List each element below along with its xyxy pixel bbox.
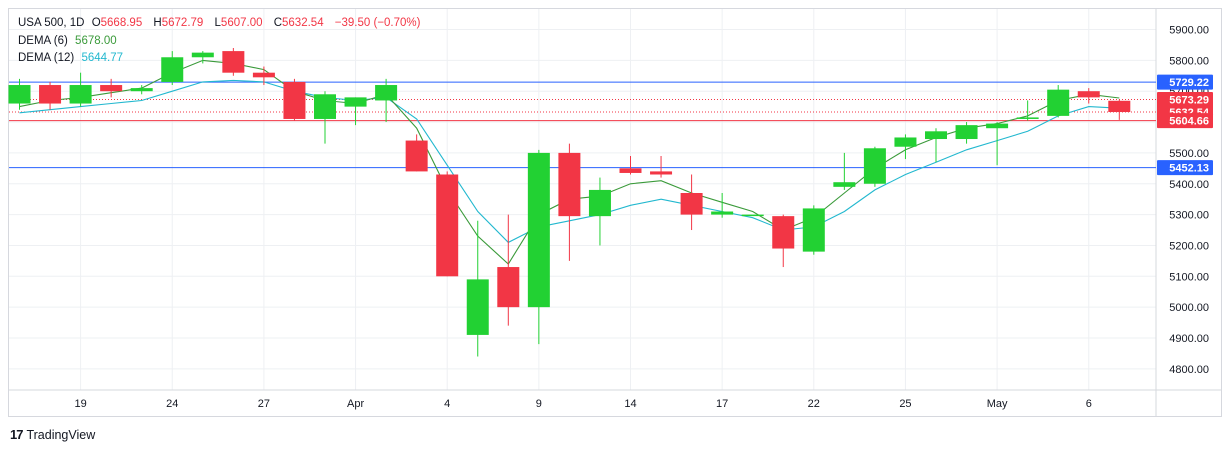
dema12-label: DEMA (12) — [18, 52, 75, 64]
change-value: −39.50 (−0.70%) — [334, 17, 421, 29]
dema6-label: DEMA (6) — [18, 35, 68, 47]
price-tick: 5300.00 — [1169, 210, 1209, 222]
date-tick: 9 — [536, 398, 542, 410]
price-tag-label: 5673.29 — [1169, 94, 1209, 106]
date-tick: Apr — [347, 398, 364, 410]
candle-body — [8, 85, 31, 104]
candle-body — [925, 131, 947, 140]
price-tick: 5100.00 — [1169, 271, 1209, 283]
price-tick: 5500.00 — [1169, 148, 1209, 160]
price-tag — [1157, 91, 1213, 107]
dema12-legend[interactable]: DEMA (12) 5644.77 — [18, 52, 127, 64]
price-tag — [1157, 160, 1213, 176]
price-tick: 4800.00 — [1169, 364, 1209, 376]
candle-body — [741, 214, 764, 217]
price-tick: 5400.00 — [1169, 179, 1209, 191]
date-tick: 19 — [74, 398, 86, 410]
candle-body — [100, 85, 123, 92]
dema12-value: 5644.77 — [81, 52, 124, 64]
grid — [9, 9, 1156, 390]
date-tick: May — [987, 398, 1008, 410]
brand-name: TradingView — [26, 427, 96, 442]
candle-body — [69, 85, 92, 104]
symbol-label: USA 500, 1D — [18, 17, 85, 29]
date-tick: 14 — [624, 398, 636, 410]
candle-body — [772, 216, 795, 249]
dema6-value: 5678.00 — [75, 35, 117, 47]
price-axis[interactable]: 4800.00 4900.00 5000.00 5100.00 5200.00 5300.… — [1157, 25, 1213, 376]
price-tag-label: 5729.22 — [1169, 77, 1209, 89]
candle-body — [680, 193, 703, 215]
tradingview-logo-icon: 17 — [10, 427, 24, 442]
ohlc-legend: USA 500, 1D O5668.95 H5672.79 L5607.00 C… — [18, 17, 424, 29]
high-label: H — [153, 17, 162, 29]
close-label: C — [273, 17, 283, 29]
price-tick: 4900.00 — [1169, 333, 1209, 345]
candle-body — [863, 148, 886, 184]
high-value: 5672.79 — [161, 17, 204, 29]
chart-frame — [8, 8, 1222, 417]
candles[interactable] — [8, 48, 1131, 357]
candle-body — [955, 125, 978, 140]
horizontal-lines — [9, 81, 1156, 169]
candle-body — [1016, 117, 1039, 119]
candle-body — [283, 81, 306, 119]
date-tick: 4 — [444, 398, 450, 410]
axis-dividers — [9, 9, 1221, 416]
candle-body — [191, 52, 214, 58]
candle-body — [314, 94, 336, 119]
price-tag-label: 5604.66 — [1169, 116, 1209, 128]
candle-body — [39, 85, 62, 104]
candle-body — [344, 97, 367, 107]
price-tag-label: 5452.13 — [1169, 163, 1209, 175]
candle-body — [1108, 100, 1131, 113]
candle-body — [619, 168, 642, 173]
candle-body — [222, 51, 245, 73]
price-tick: 5000.00 — [1169, 302, 1209, 314]
close-value: 5632.54 — [282, 17, 324, 29]
candle-body — [252, 72, 275, 78]
candle-body — [802, 208, 825, 252]
price-tag — [1157, 74, 1213, 90]
candle-body — [1047, 89, 1070, 116]
candle-body — [711, 211, 734, 215]
candle-body — [375, 85, 398, 101]
tradingview-brand[interactable]: 17 TradingView — [10, 427, 95, 442]
open-value: 5668.95 — [100, 17, 143, 29]
candle-body — [986, 123, 1009, 129]
price-tick: 5800.00 — [1169, 55, 1209, 67]
price-tick: 5900.00 — [1169, 25, 1209, 37]
candle-body — [650, 171, 673, 175]
low-label: L — [214, 17, 221, 29]
candle-body — [130, 88, 153, 92]
date-tick: 24 — [166, 398, 178, 410]
price-tag — [1157, 113, 1213, 129]
date-tick: 22 — [808, 398, 820, 410]
price-tick: 5200.00 — [1169, 240, 1209, 252]
date-tick: 27 — [258, 398, 270, 410]
low-value: 5607.00 — [220, 17, 263, 29]
candle-body — [894, 137, 917, 147]
time-axis[interactable]: 19 24 27 Apr 4 9 14 17 22 25 May 6 — [74, 398, 1091, 410]
date-tick: 6 — [1086, 398, 1092, 410]
candle-body — [527, 152, 550, 308]
dema6-legend[interactable]: DEMA (6) 5678.00 — [18, 35, 121, 47]
candle-body — [466, 279, 489, 335]
candle-body — [405, 140, 428, 172]
candle-body — [1077, 91, 1100, 98]
candle-body — [161, 57, 184, 82]
open-label: O — [91, 17, 101, 29]
candle-body — [833, 182, 856, 187]
date-tick: 25 — [899, 398, 911, 410]
candle-body — [558, 152, 581, 217]
candle-body — [588, 189, 611, 217]
date-tick: 17 — [716, 398, 728, 410]
candle-body — [436, 174, 459, 277]
candle-body — [497, 267, 520, 308]
